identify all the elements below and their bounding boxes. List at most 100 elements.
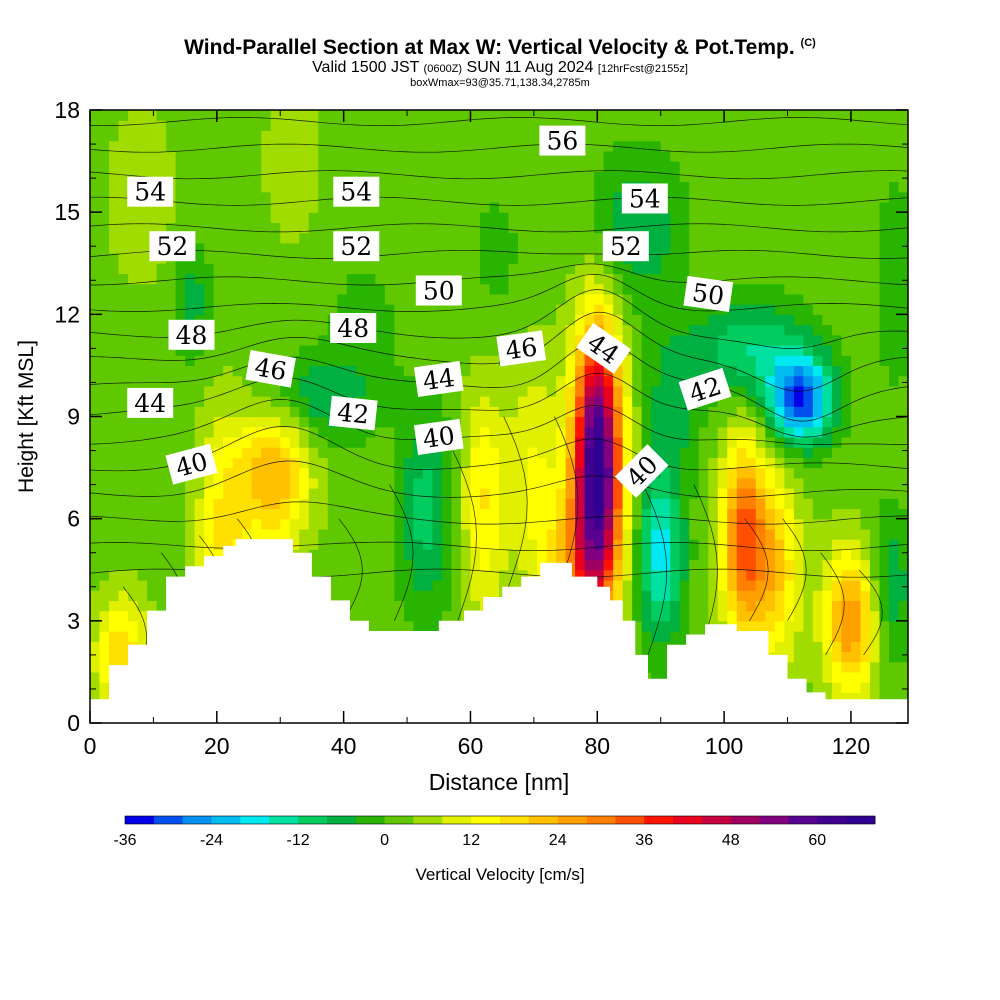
velocity-cell bbox=[337, 559, 348, 571]
velocity-cell bbox=[489, 498, 500, 510]
velocity-cell bbox=[451, 610, 462, 622]
velocity-cell bbox=[565, 181, 576, 193]
velocity-cell bbox=[812, 436, 823, 448]
velocity-cell bbox=[118, 191, 129, 203]
velocity-cell bbox=[527, 283, 538, 295]
velocity-cell bbox=[128, 283, 139, 295]
velocity-cell bbox=[90, 222, 101, 234]
velocity-cell bbox=[318, 263, 329, 275]
velocity-cell bbox=[689, 579, 700, 591]
velocity-cell bbox=[489, 304, 500, 315]
velocity-cell bbox=[793, 631, 804, 642]
velocity-cell bbox=[318, 283, 329, 295]
velocity-cell bbox=[841, 620, 852, 632]
velocity-cell bbox=[850, 293, 862, 305]
velocity-cell bbox=[774, 447, 785, 458]
velocity-cell bbox=[128, 518, 139, 530]
velocity-cell bbox=[118, 579, 129, 591]
velocity-cell bbox=[822, 293, 833, 305]
velocity-cell bbox=[451, 140, 462, 152]
velocity-cell bbox=[546, 222, 557, 234]
velocity-cell bbox=[651, 488, 662, 499]
velocity-cell bbox=[594, 181, 605, 193]
velocity-cell bbox=[651, 498, 662, 510]
velocity-cell bbox=[575, 201, 586, 213]
velocity-cell bbox=[308, 263, 319, 275]
copyright-mark: (C) bbox=[800, 37, 816, 49]
velocity-cell bbox=[441, 150, 453, 162]
velocity-cell bbox=[831, 518, 843, 530]
velocity-cell bbox=[565, 355, 576, 367]
velocity-cell bbox=[375, 365, 386, 377]
velocity-cell bbox=[546, 406, 557, 418]
velocity-cell bbox=[489, 232, 500, 244]
velocity-cell bbox=[670, 161, 681, 172]
velocity-cell bbox=[803, 682, 814, 693]
velocity-cell bbox=[698, 569, 709, 581]
velocity-cell bbox=[194, 181, 205, 193]
velocity-cell bbox=[460, 181, 472, 193]
velocity-cell bbox=[232, 253, 243, 264]
velocity-cell bbox=[223, 324, 234, 336]
velocity-cell bbox=[470, 375, 481, 387]
velocity-cell bbox=[831, 426, 843, 438]
velocity-cell bbox=[841, 120, 852, 132]
velocity-cell bbox=[565, 222, 576, 234]
velocity-cell bbox=[632, 426, 643, 438]
velocity-cell bbox=[318, 120, 329, 132]
velocity-cell bbox=[441, 355, 453, 367]
velocity-cell bbox=[708, 344, 719, 356]
velocity-cell bbox=[689, 324, 700, 336]
velocity-cell bbox=[242, 355, 253, 367]
velocity-cell bbox=[375, 528, 386, 540]
velocity-cell bbox=[147, 518, 158, 530]
velocity-cell bbox=[679, 253, 690, 264]
velocity-cell bbox=[755, 191, 766, 203]
velocity-cell bbox=[527, 232, 538, 244]
velocity-cell bbox=[641, 344, 652, 356]
velocity-cell bbox=[194, 150, 205, 162]
velocity-cell bbox=[394, 590, 405, 601]
velocity-cell bbox=[622, 385, 633, 397]
velocity-cell bbox=[204, 140, 215, 152]
velocity-cell bbox=[689, 610, 700, 622]
velocity-cell bbox=[118, 631, 129, 642]
velocity-cell bbox=[137, 559, 148, 571]
velocity-cell bbox=[337, 508, 348, 520]
velocity-cell bbox=[746, 140, 757, 152]
velocity-cell bbox=[717, 488, 728, 499]
velocity-cell bbox=[299, 242, 310, 254]
velocity-cell bbox=[489, 467, 500, 479]
velocity-cell bbox=[318, 324, 329, 336]
velocity-cell bbox=[594, 467, 605, 479]
velocity-cell bbox=[166, 304, 177, 315]
velocity-cell bbox=[166, 436, 177, 448]
velocity-cell bbox=[251, 273, 262, 285]
velocity-cell bbox=[575, 569, 586, 581]
velocity-cell bbox=[774, 549, 785, 561]
velocity-cell bbox=[736, 498, 747, 510]
velocity-cell bbox=[251, 171, 262, 183]
velocity-cell bbox=[679, 344, 690, 356]
velocity-cell bbox=[441, 579, 453, 591]
velocity-cell bbox=[575, 426, 586, 438]
velocity-cell bbox=[869, 436, 881, 448]
velocity-cell bbox=[603, 110, 614, 121]
velocity-cell bbox=[109, 181, 120, 193]
velocity-cell bbox=[470, 324, 481, 336]
velocity-cell bbox=[327, 283, 338, 295]
velocity-cell bbox=[460, 171, 472, 183]
velocity-cell bbox=[356, 150, 367, 162]
velocity-cell bbox=[594, 273, 605, 285]
velocity-cell bbox=[584, 518, 595, 530]
velocity-cell bbox=[537, 150, 548, 162]
velocity-cell bbox=[432, 232, 443, 244]
velocity-cell bbox=[118, 518, 129, 530]
velocity-cell bbox=[489, 273, 500, 285]
velocity-cell bbox=[280, 324, 291, 336]
velocity-cell bbox=[793, 569, 804, 581]
velocity-cell bbox=[641, 283, 652, 295]
velocity-cell bbox=[537, 375, 548, 387]
velocity-cell bbox=[432, 569, 443, 581]
velocity-cell bbox=[90, 682, 101, 693]
